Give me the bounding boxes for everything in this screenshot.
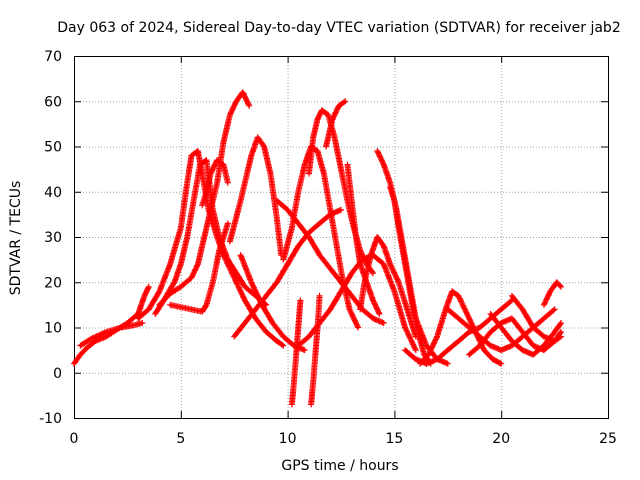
data-series	[71, 89, 564, 408]
x-tick-label: 15	[385, 431, 403, 447]
series-arc-23	[402, 297, 515, 367]
axis-ticks: 0 5 10 15 20 25 -10 0 10 20 30 40 50 60 70	[39, 49, 617, 447]
data-markers	[280, 143, 362, 331]
series-arc-09	[231, 206, 344, 340]
x-tick-label: 0	[70, 431, 79, 447]
series-arc-19	[357, 234, 419, 340]
x-tick-label: 20	[492, 431, 510, 447]
data-markers	[357, 234, 419, 340]
y-tick-label: 20	[44, 275, 62, 291]
data-markers	[288, 297, 304, 408]
series-arc-17	[323, 98, 349, 150]
series-arc-06	[167, 220, 231, 315]
data-markers	[540, 279, 564, 308]
data-markers	[308, 292, 323, 408]
data-markers	[402, 297, 515, 367]
data-markers	[77, 320, 146, 349]
chart-title: Day 063 of 2024, Sidereal Day-to-day VTE…	[57, 20, 620, 36]
y-tick-label: 70	[44, 49, 62, 65]
series-arc-14	[288, 297, 304, 408]
x-tick-label: 5	[176, 431, 185, 447]
y-tick-label: 50	[44, 140, 62, 156]
y-tick-label: 0	[53, 366, 62, 382]
data-markers	[231, 206, 344, 340]
x-tick-label: 10	[279, 431, 297, 447]
series-arc-21	[387, 184, 434, 367]
data-markers	[226, 134, 285, 259]
x-axis-label: GPS time / hours	[281, 458, 398, 474]
x-tick-label: 25	[599, 431, 617, 447]
data-markers	[323, 98, 349, 150]
series-arc-11	[280, 143, 362, 331]
series-arc-27	[508, 292, 564, 345]
y-tick-label: -10	[39, 411, 62, 427]
data-markers	[156, 89, 253, 308]
data-markers	[167, 220, 231, 315]
data-markers	[387, 184, 434, 367]
y-tick-label: 30	[44, 230, 62, 246]
series-arc-16	[308, 292, 323, 408]
series-arc-08	[226, 134, 285, 259]
series-arc-07	[199, 157, 231, 209]
y-tick-label: 40	[44, 185, 62, 201]
y-axis-label: SDTVAR / TECUs	[8, 181, 24, 296]
series-arc-28	[540, 279, 564, 308]
data-markers	[199, 157, 231, 209]
data-markers	[508, 292, 564, 345]
series-arc-05	[156, 89, 253, 308]
series-arc-02	[77, 320, 146, 349]
y-tick-label: 60	[44, 94, 62, 110]
y-tick-label: 10	[44, 321, 62, 337]
